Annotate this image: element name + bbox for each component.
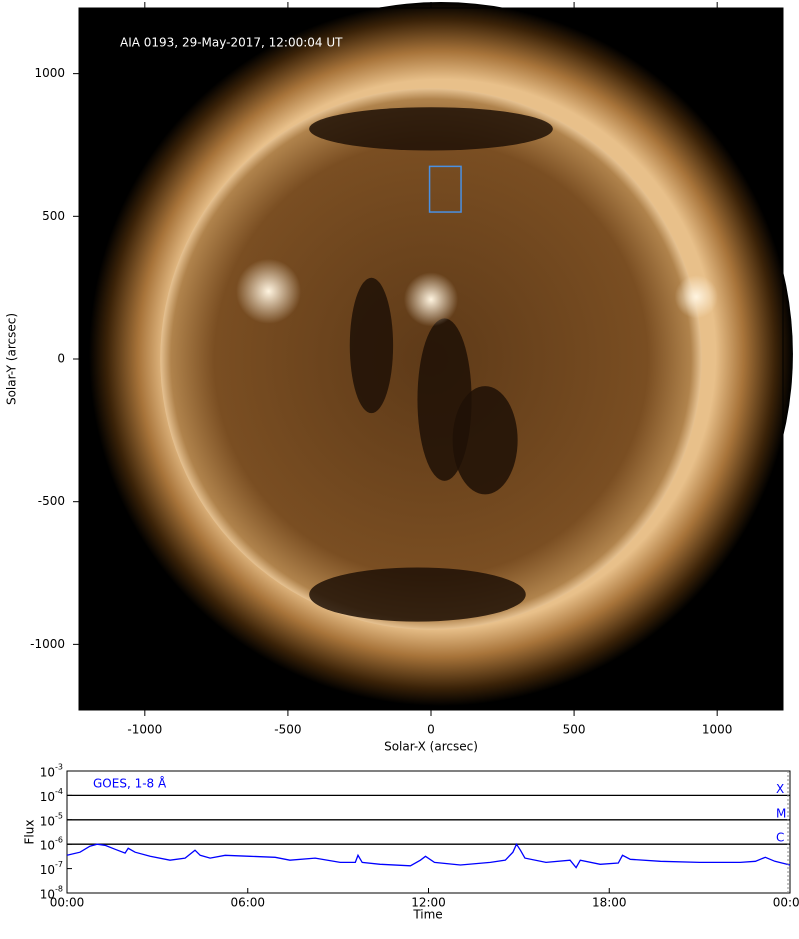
x-axis-label: Time xyxy=(412,908,442,922)
x-tick-label: 06:00 xyxy=(230,896,265,910)
goes-frame xyxy=(66,770,791,894)
coronal-hole xyxy=(349,277,394,414)
y-tick-label: 10 xyxy=(40,839,55,853)
flare-level-label: M xyxy=(776,806,786,820)
goes-annotation: GOES, 1-8 Å xyxy=(93,776,167,791)
y-tick-label: 10 xyxy=(40,888,55,902)
flare-level-label: X xyxy=(776,782,784,796)
x-tick-label: 00:00 xyxy=(773,896,799,910)
y-axis-label: Flux xyxy=(23,820,37,845)
y-tick-label: 10 xyxy=(40,814,55,828)
sun-image xyxy=(89,2,793,706)
y-tick-label: 500 xyxy=(42,209,65,223)
region-box xyxy=(428,165,462,213)
y-tick-exponent: -3 xyxy=(55,763,63,772)
active-region xyxy=(236,258,302,324)
y-tick-label: -500 xyxy=(38,494,65,508)
image-annotation: AIA 0193, 29-May-2017, 12:00:04 UT xyxy=(120,36,343,50)
x-tick-label: 00:00 xyxy=(50,896,85,910)
y-tick-label: 10 xyxy=(40,766,55,780)
flare-level-label: C xyxy=(776,831,784,845)
x-tick-label: 12:00 xyxy=(411,896,446,910)
y-axis-label: Solar-Y (arcsec) xyxy=(5,313,19,405)
active-region xyxy=(403,272,459,327)
y-tick-exponent: -8 xyxy=(55,885,63,894)
coronal-hole xyxy=(309,107,553,151)
active-region xyxy=(674,275,718,319)
y-tick-label: 10 xyxy=(40,790,55,804)
x-tick-label: -1000 xyxy=(127,723,162,737)
flux-line xyxy=(66,842,791,869)
y-tick-exponent: -4 xyxy=(55,787,63,796)
coronal-hole xyxy=(309,567,526,622)
x-tick-label: 0 xyxy=(427,723,435,737)
y-tick-label: 10 xyxy=(40,863,55,877)
y-tick-label: 1000 xyxy=(34,66,65,80)
y-tick-label: -1000 xyxy=(30,637,65,651)
x-tick-label: 500 xyxy=(563,723,586,737)
x-axis-label: Solar-X (arcsec) xyxy=(384,740,478,754)
x-tick-label: -500 xyxy=(274,723,301,737)
x-tick-label: 1000 xyxy=(702,723,733,737)
y-tick-exponent: -5 xyxy=(55,811,63,820)
y-tick-label: 0 xyxy=(57,352,65,366)
coronal-hole xyxy=(452,386,518,495)
y-tick-exponent: -7 xyxy=(55,860,63,869)
y-tick-exponent: -6 xyxy=(55,836,63,845)
x-tick-label: 18:00 xyxy=(592,896,627,910)
